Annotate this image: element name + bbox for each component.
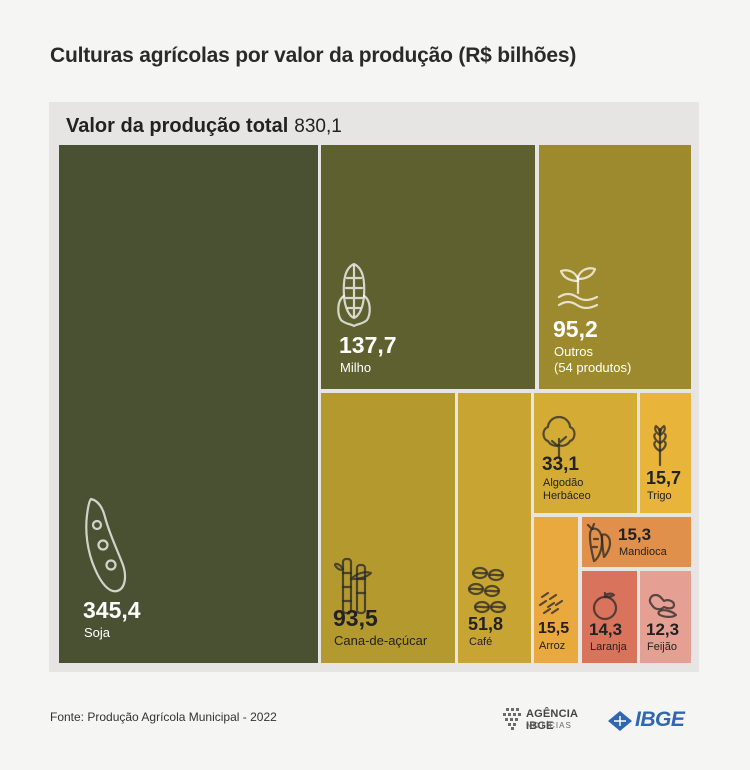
sugarcane-icon <box>333 555 375 615</box>
tile-value: 95,2 <box>553 316 598 342</box>
ibge-logo-text: IBGE <box>635 708 685 731</box>
bean-icon <box>646 593 680 619</box>
treemap-tile-outros-54-produtos: Outros (54 produtos) 95,2 <box>539 145 691 389</box>
orange-fruit-icon <box>590 591 620 621</box>
source-note: Fonte: Produção Agrícola Municipal - 202… <box>50 710 277 724</box>
rice-grains-icon <box>538 591 564 615</box>
soybean-pod-icon <box>79 495 129 595</box>
tile-value: 14,3 <box>589 620 623 639</box>
tile-value: 137,7 <box>339 332 397 358</box>
tile-label: Arroz <box>539 640 566 652</box>
tile-value: 345,4 <box>83 597 141 623</box>
sprout-icon <box>555 265 601 310</box>
tile-label: Soja <box>84 625 111 640</box>
coffee-beans-icon <box>466 563 508 619</box>
ibge-logo: IBGE <box>607 706 701 734</box>
agencia-logo-title: AGÊNCIA IBGE <box>526 708 578 732</box>
treemap-tile-café: Café 51,8 <box>458 393 531 663</box>
agencia-ibge-logo: AGÊNCIA IBGE NOTÍCIAS <box>502 705 600 733</box>
treemap-tile-algodão-herbáceo: Algodão Herbáceo 33,1 <box>534 393 637 513</box>
tile-label: Laranja <box>590 641 627 653</box>
total-value: 830,1 <box>294 116 342 137</box>
total-label: Valor da produção total <box>66 115 289 137</box>
treemap-tile-soja: Soja 345,4 <box>59 145 318 663</box>
tile-label: Milho <box>340 360 372 375</box>
tile-label: Mandioca <box>619 546 667 558</box>
tile-value: 15,3 <box>618 525 652 544</box>
treemap-tile-feijão: Feijão 12,3 <box>640 571 691 663</box>
tile-label: Cana-de-açúcar <box>334 633 428 648</box>
tile-value: 12,3 <box>646 620 680 639</box>
tile-label: Feijão <box>647 641 677 653</box>
treemap-tile-cana-de-açúcar: Cana-de-açúcar 93,5 <box>321 393 455 663</box>
cassava-icon <box>584 522 614 563</box>
tile-value: 15,5 <box>538 620 570 637</box>
agencia-logo-mark-icon <box>503 708 521 730</box>
tile-label: Trigo <box>647 490 672 502</box>
treemap-tile-mandioca: Mandioca 15,3 <box>582 517 691 567</box>
treemap-tile-arroz: Arroz 15,5 <box>534 517 578 663</box>
tile-label: Café <box>469 636 493 648</box>
ibge-logo-mark-icon <box>608 711 632 731</box>
treemap-tile-trigo: Trigo 15,7 <box>640 393 691 513</box>
total-header: Valor da produção total 830,1 <box>66 115 342 138</box>
agencia-logo-subtitle: NOTÍCIAS <box>526 721 572 730</box>
tile-value: 33,1 <box>542 454 579 475</box>
tile-label: Algodão Herbáceo <box>543 477 591 503</box>
treemap-tile-laranja: Laranja 14,3 <box>582 571 637 663</box>
tile-value: 93,5 <box>333 605 378 631</box>
chart-title: Culturas agrícolas por valor da produção… <box>50 44 577 67</box>
tile-value: 51,8 <box>468 614 504 634</box>
tile-value: 15,7 <box>646 468 682 488</box>
treemap-tile-milho: Milho 137,7 <box>321 145 535 389</box>
wheat-icon <box>646 423 674 467</box>
tree-icon <box>540 413 578 459</box>
tile-label: Outros (54 produtos) <box>554 344 632 375</box>
corn-icon <box>333 260 375 330</box>
